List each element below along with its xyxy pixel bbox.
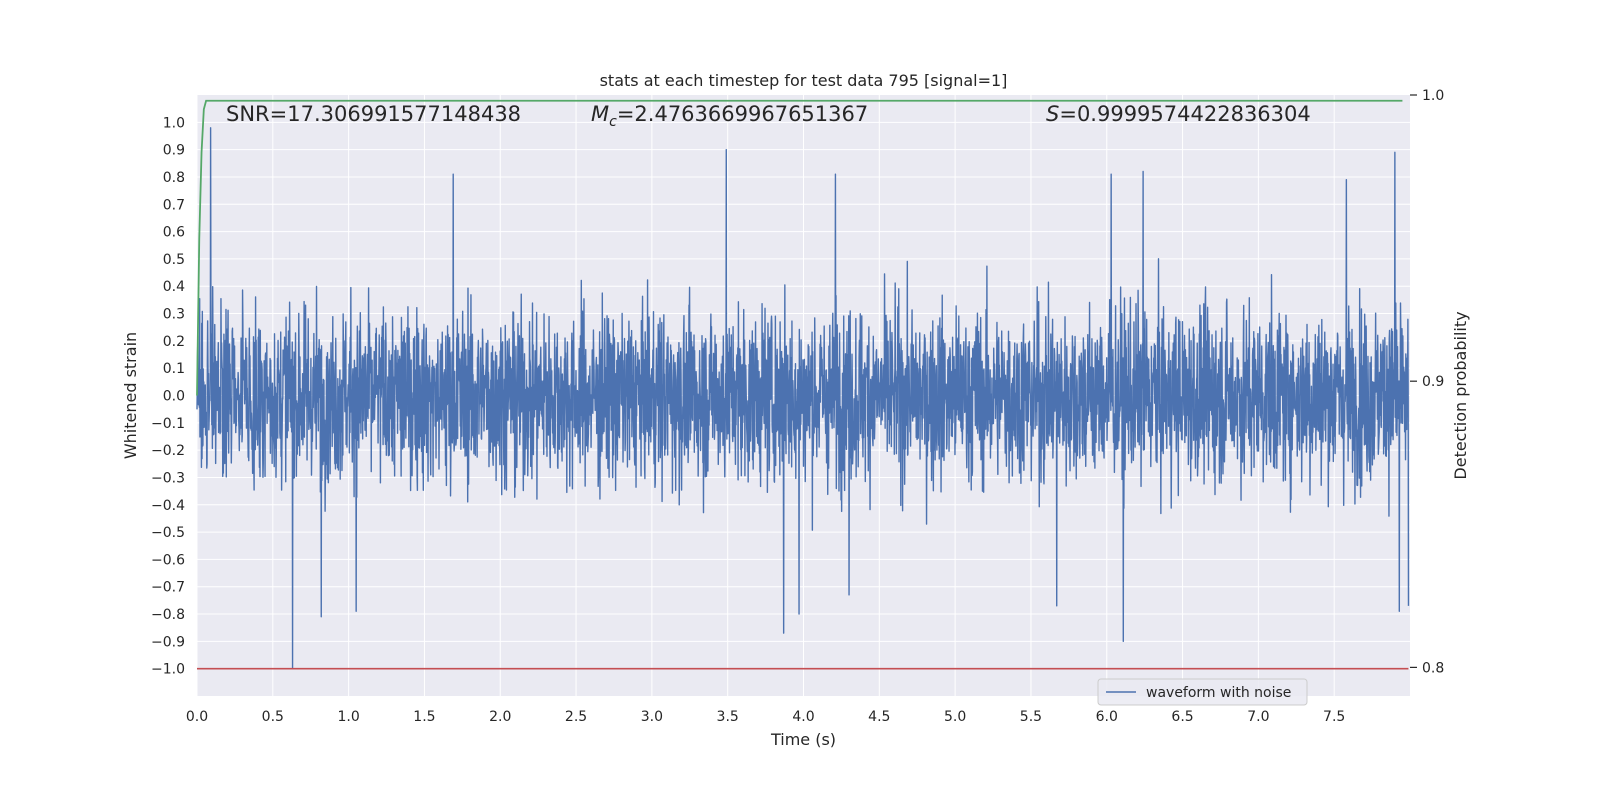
x-axis-ticks: 0.0 0.5 1.0 1.5 2.0 2.5 3.0 3.5 4.0 4.5 5.0 5.5 6.0 6… xyxy=(186,709,1345,725)
y-axis-label: Whitened strain xyxy=(121,332,140,459)
y-tick-label: 0.4 xyxy=(163,279,185,295)
y-tick-label: 0.0 xyxy=(163,389,185,405)
x-tick-label: 6.5 xyxy=(1171,709,1193,725)
y-tick-label: 0.5 xyxy=(163,252,185,268)
x-axis-label: Time (s) xyxy=(770,730,836,749)
snr-annotation: SNR=17.306991577148438 xyxy=(226,102,521,126)
x-tick-label: 2.5 xyxy=(565,709,587,725)
y2-tick-label: 0.8 xyxy=(1422,660,1444,676)
chirp-mass-value: =2.4763669967651367 xyxy=(617,102,868,126)
x-tick-label: 1.0 xyxy=(337,709,359,725)
y2-axis-label: Detection probability xyxy=(1451,311,1470,479)
x-tick-label: 1.5 xyxy=(413,709,435,725)
chart-title: stats at each timestep for test data 795… xyxy=(600,71,1008,90)
y-axis-ticks: 1.0 0.9 0.8 0.7 0.6 0.5 0.4 0.3 0.2 0.1 0.0 −0.1 −0.… xyxy=(151,115,185,677)
x-tick-label: 0.0 xyxy=(186,709,208,725)
x-tick-label: 4.0 xyxy=(792,709,814,725)
chirp-mass-annotation: Mc=2.4763669967651367 xyxy=(591,102,868,130)
y-tick-label: −0.4 xyxy=(151,498,185,514)
x-tick-label: 6.0 xyxy=(1096,709,1118,725)
x-tick-label: 5.0 xyxy=(944,709,966,725)
score-symbol: S xyxy=(1046,102,1059,126)
legend-box xyxy=(1097,678,1308,706)
y2-tick-label: 0.9 xyxy=(1422,374,1444,390)
legend: waveform with noise xyxy=(1097,678,1308,706)
y-tick-label: 0.7 xyxy=(163,197,185,213)
y-tick-label: −0.2 xyxy=(151,443,185,459)
y-tick-label: 0.2 xyxy=(163,334,185,350)
series-layer xyxy=(196,99,1410,670)
y-tick-label: −1.0 xyxy=(151,662,185,678)
waveform-line xyxy=(196,127,1410,670)
y2-tick-label: 1.0 xyxy=(1422,88,1444,104)
y-tick-label: 0.8 xyxy=(163,170,185,186)
x-tick-label: 4.5 xyxy=(868,709,890,725)
y-tick-label: 0.9 xyxy=(163,143,185,159)
x-tick-label: 7.5 xyxy=(1323,709,1345,725)
x-tick-label: 2.0 xyxy=(489,709,511,725)
chirp-mass-subscript: c xyxy=(609,114,617,130)
legend-label-waveform: waveform with noise xyxy=(1146,685,1291,701)
score-value: =0.9999574422836304 xyxy=(1059,102,1310,126)
y-tick-label: 1.0 xyxy=(163,115,185,131)
y-tick-label: −0.6 xyxy=(151,552,185,568)
y-tick-label: −0.1 xyxy=(151,416,185,432)
y-tick-label: 0.1 xyxy=(163,361,185,377)
y-tick-label: −0.7 xyxy=(151,580,185,596)
x-tick-label: 0.5 xyxy=(262,709,284,725)
y-tick-label: 0.6 xyxy=(163,225,185,241)
x-tick-label: 3.0 xyxy=(641,709,663,725)
y-tick-label: 0.3 xyxy=(163,307,185,323)
chirp-mass-symbol: M xyxy=(591,102,609,126)
y-tick-label: −0.9 xyxy=(151,634,185,650)
y-tick-label: −0.8 xyxy=(151,607,185,623)
y2-axis-ticks: 1.0 0.9 0.8 xyxy=(1410,88,1444,676)
x-tick-label: 7.0 xyxy=(1247,709,1269,725)
detection-probability-line xyxy=(196,99,1403,396)
y-tick-label: −0.5 xyxy=(151,525,185,541)
x-tick-label: 3.5 xyxy=(717,709,739,725)
x-tick-label: 5.5 xyxy=(1020,709,1042,725)
score-annotation: S=0.9999574422836304 xyxy=(1046,102,1311,126)
y-tick-label: −0.3 xyxy=(151,470,185,486)
